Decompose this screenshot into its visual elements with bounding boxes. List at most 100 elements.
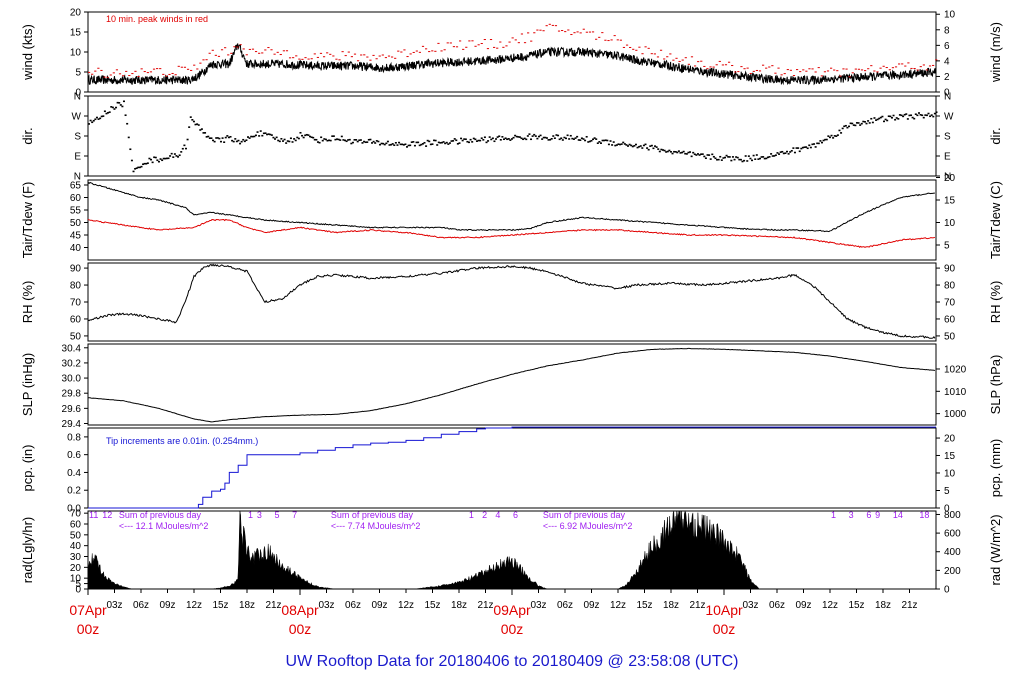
dir-point [153,156,156,159]
wind-peak-point [795,69,799,71]
dir-point [140,165,143,168]
dir-point [266,133,269,136]
x-tick-label: 06z [557,600,573,611]
wind-peak-point [254,51,258,53]
wind-peak-point [873,70,876,72]
dir-point [464,138,467,141]
dir-point [890,116,893,119]
dir-point [143,162,146,165]
dir-point [708,154,711,156]
temp-line [87,181,935,233]
wind-peak-point [471,40,474,42]
dir-point [425,145,428,147]
dir-point [565,137,567,140]
wind-peak-point [233,46,236,48]
dir-point [611,144,614,146]
wind-peak-point [625,44,629,46]
dir-point [375,140,378,142]
dir-point [819,140,822,142]
wind-peak-point [588,31,592,33]
dir-point [709,158,712,160]
wind-peak-point [477,44,480,46]
dir-point [828,136,831,139]
wind-peak-point [925,69,929,71]
wind-peak-point [366,56,369,58]
dir-point [789,151,792,153]
wind-peak-point [183,66,187,68]
wind-peak-point [907,62,910,64]
dir-point [213,140,216,143]
dir-point [658,150,661,153]
dir-point [604,139,607,142]
dir-point [115,106,118,109]
dir-point [113,108,116,110]
dir-point [525,138,528,141]
rad-ytick-label: 10 [70,574,82,585]
dir-point [154,156,157,159]
dir-point [296,136,299,139]
dir-point [512,136,515,139]
dir-point [852,124,855,126]
wind-peak-point [802,69,805,71]
wind-peak-point [193,64,196,66]
x-tick-label: 21z [265,600,281,611]
dir-point [431,143,434,145]
dir-point [580,137,583,140]
dir-point [547,139,550,141]
slp-ylabel-right: SLP (hPa) [988,355,1003,415]
dir-point [784,152,787,154]
wind-peak-point [440,50,443,52]
dir-point [881,115,884,118]
dir-point [929,115,932,118]
dir-point [189,116,192,118]
wind-peak-point [350,56,353,58]
x-tick-label: 21z [689,600,705,611]
dir-point [935,111,938,114]
dir-ylabel-right: dir. [988,127,1003,144]
wind-peak-point [511,37,514,39]
dir-point [377,140,380,143]
dir-point [247,136,249,138]
dir-point [483,136,486,139]
dir-point [914,113,917,116]
dir-point [353,139,356,141]
wind-peak-point [663,58,666,60]
wind-peak-point [208,52,211,54]
day-label-time: 00z [501,621,524,637]
dir-point [903,113,906,116]
wind-peak-point [913,68,916,70]
dir-point [105,112,108,115]
dir-point [110,106,113,108]
dir-point [248,137,251,139]
dir-point [561,139,564,141]
dir-point [186,138,189,141]
wind-peak-point [629,46,632,48]
dir-point [813,143,816,145]
wind-peak-point [421,45,425,47]
dir-point [647,148,650,151]
wind-peak-point [758,70,762,72]
wind-peak-point [261,52,264,54]
rh-ytick-label: 60 [70,314,82,325]
wind-peak-point [347,51,350,53]
wind-peak-point [737,71,740,73]
dir-point [130,159,133,162]
wind-ylabel: wind (kts) [20,24,35,81]
dir-point [165,157,168,160]
dir-point [135,167,138,170]
x-tick-label: 12z [822,600,838,611]
dir-point [805,146,808,148]
wind-peak-point [817,67,820,69]
dir-point [518,136,521,138]
dir-point [623,143,626,145]
dir-point [447,143,450,145]
dir-point [151,161,154,164]
dir-point [137,166,140,169]
dir-point [924,114,927,116]
dir-y2tick-label: N [944,172,951,183]
dir-point [814,146,817,148]
rh-y2tick-label: 90 [944,264,956,275]
slp-frame [87,343,937,426]
wind-peak-point [851,72,854,74]
